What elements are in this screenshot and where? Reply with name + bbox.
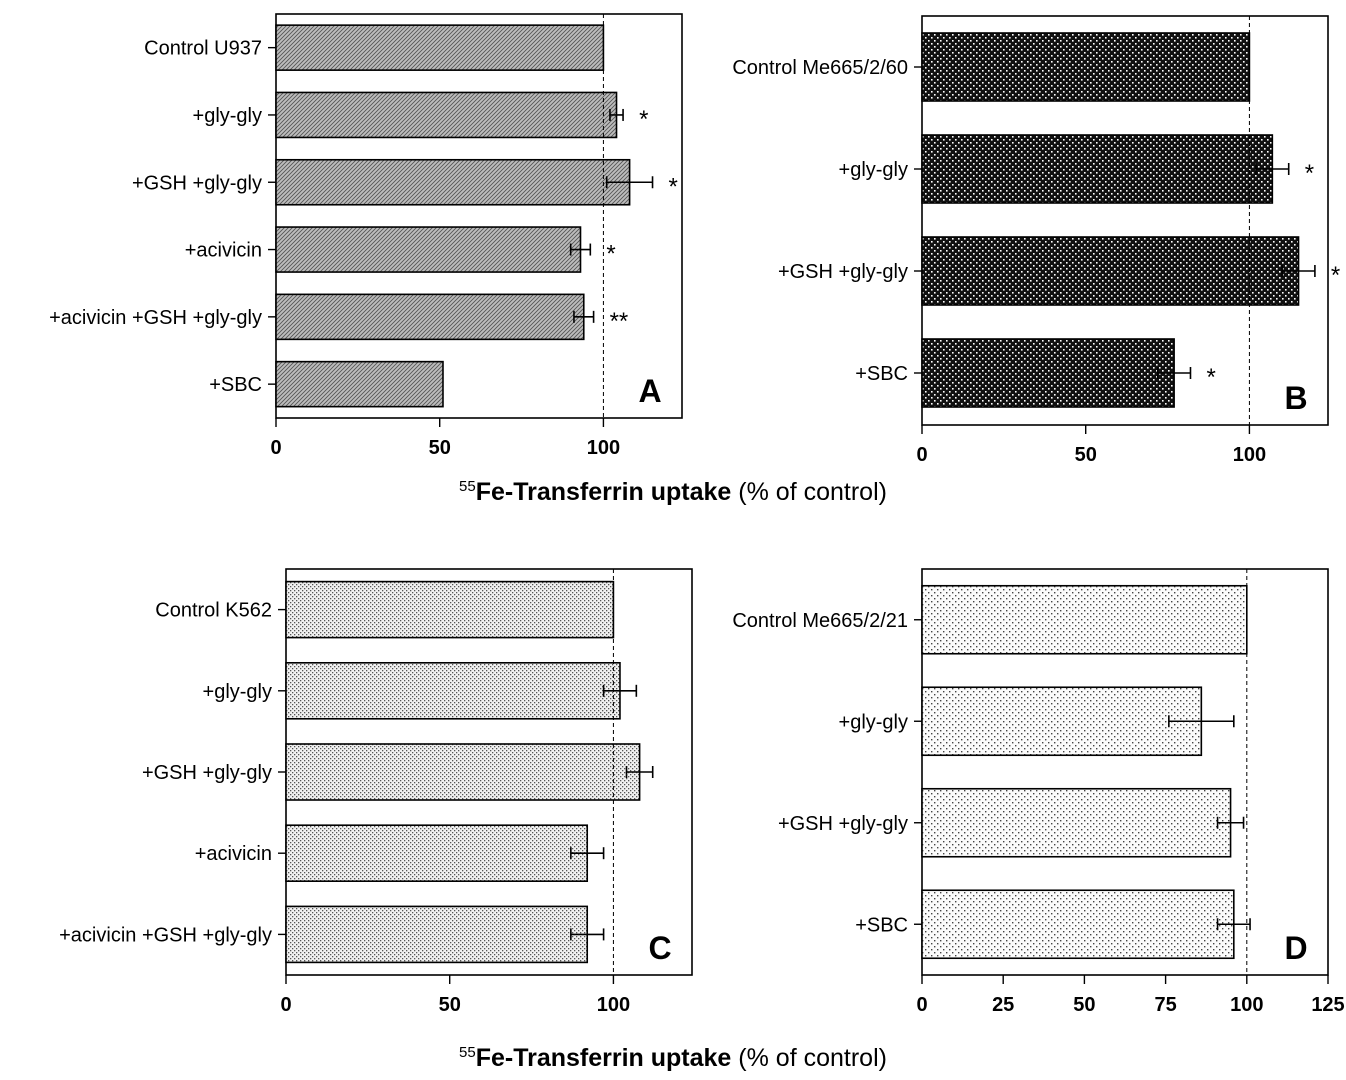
category-label: +GSH +gly-gly: [132, 172, 262, 194]
bar: [275, 158, 631, 206]
significance-marker: *: [669, 173, 678, 200]
bar: [275, 226, 582, 273]
bar: [921, 686, 1203, 757]
panel-letter: B: [1284, 380, 1307, 416]
x-tick-label: 0: [280, 994, 291, 1016]
significance-marker: *: [1305, 160, 1314, 187]
x-tick-label: 0: [916, 444, 927, 466]
bar: [275, 360, 444, 408]
x-tick-label: 50: [1075, 444, 1097, 466]
chart-panel-a: Control U937 +gly-gly * +GSH +gly-gly * +aciv…: [49, 13, 683, 459]
bar: [921, 889, 1235, 960]
category-label: +gly-gly: [203, 681, 272, 703]
category-label: +acivicin +GSH +gly-gly: [49, 307, 262, 329]
bar: [921, 338, 1175, 408]
category-label: +SBC: [855, 914, 908, 936]
x-axis-title-main: Fe-Transferrin uptake: [475, 478, 732, 506]
chart-panel-c: Control K562 +gly-gly +GSH +gly-gly +acivic…: [59, 568, 693, 1016]
bar: [285, 824, 589, 883]
x-tick-label: 100: [587, 437, 620, 459]
category-label: +GSH +gly-gly: [142, 762, 272, 784]
category-label: +SBC: [209, 374, 262, 396]
bar: [921, 787, 1232, 858]
category-label: Control Me665/2/60: [732, 57, 908, 79]
chart-panel-d: Control Me665/2/21 +gly-gly +GSH +gly-gly +…: [732, 568, 1345, 1016]
x-tick-label: 75: [1154, 994, 1176, 1016]
chart-panel-b: Control Me665/2/60 +gly-gly * +GSH +gly-gly…: [732, 15, 1340, 466]
category-label: Control Me665/2/21: [732, 610, 908, 632]
bar: [921, 584, 1248, 655]
category-label: +SBC: [855, 363, 908, 385]
significance-marker: *: [1331, 262, 1340, 289]
bar: [285, 661, 621, 720]
x-tick-label: 50: [439, 994, 461, 1016]
isotope-superscript: 55: [459, 478, 476, 495]
category-label: +acivicin: [185, 240, 262, 262]
panel-letter: A: [638, 373, 661, 409]
x-axis-title-unit: (% of control): [738, 478, 887, 506]
bar: [275, 91, 618, 139]
bar: [285, 580, 615, 639]
isotope-superscript: 55: [459, 1044, 476, 1061]
bar: [285, 905, 589, 964]
category-label: +gly-gly: [193, 105, 262, 127]
bar: [921, 134, 1274, 204]
bar: [921, 32, 1251, 102]
bar: [285, 743, 641, 801]
x-tick-label: 100: [597, 994, 630, 1016]
category-label: Control U937: [144, 38, 262, 60]
x-tick-label: 25: [992, 994, 1014, 1016]
significance-marker: *: [1206, 364, 1215, 391]
panel-letter: C: [648, 930, 671, 966]
plot-frame: [921, 15, 1329, 426]
x-axis-title-bottom: 55Fe-Transferrin uptake (% of control): [0, 1044, 1346, 1073]
significance-marker: **: [610, 308, 629, 335]
significance-marker: *: [606, 241, 615, 268]
significance-marker: *: [639, 106, 648, 133]
x-axis-title-top: 55Fe-Transferrin uptake (% of control): [0, 478, 1346, 507]
x-axis-title-unit: (% of control): [738, 1044, 887, 1072]
x-axis-title-main: Fe-Transferrin uptake: [475, 1044, 732, 1072]
bar: [275, 24, 605, 71]
bar: [921, 236, 1300, 306]
category-label: +acivicin: [195, 843, 272, 865]
x-tick-label: 100: [1233, 444, 1266, 466]
bar: [275, 293, 585, 341]
category-label: Control K562: [155, 600, 272, 622]
panel-letter: D: [1284, 930, 1307, 966]
category-label: +GSH +gly-gly: [778, 261, 908, 283]
panels-group: Control U937 +gly-gly * +GSH +gly-gly * +aciv…: [49, 13, 1345, 1016]
x-tick-label: 100: [1230, 994, 1263, 1016]
plot-frame: [275, 13, 683, 419]
category-label: +gly-gly: [839, 159, 908, 181]
x-tick-label: 50: [1073, 994, 1095, 1016]
category-label: +GSH +gly-gly: [778, 813, 908, 835]
category-label: +gly-gly: [839, 711, 908, 733]
x-tick-label: 0: [916, 994, 927, 1016]
x-tick-label: 125: [1311, 994, 1344, 1016]
plot-frame: [921, 568, 1329, 976]
x-tick-label: 0: [270, 437, 281, 459]
x-tick-label: 50: [429, 437, 451, 459]
category-label: +acivicin +GSH +gly-gly: [59, 924, 272, 946]
